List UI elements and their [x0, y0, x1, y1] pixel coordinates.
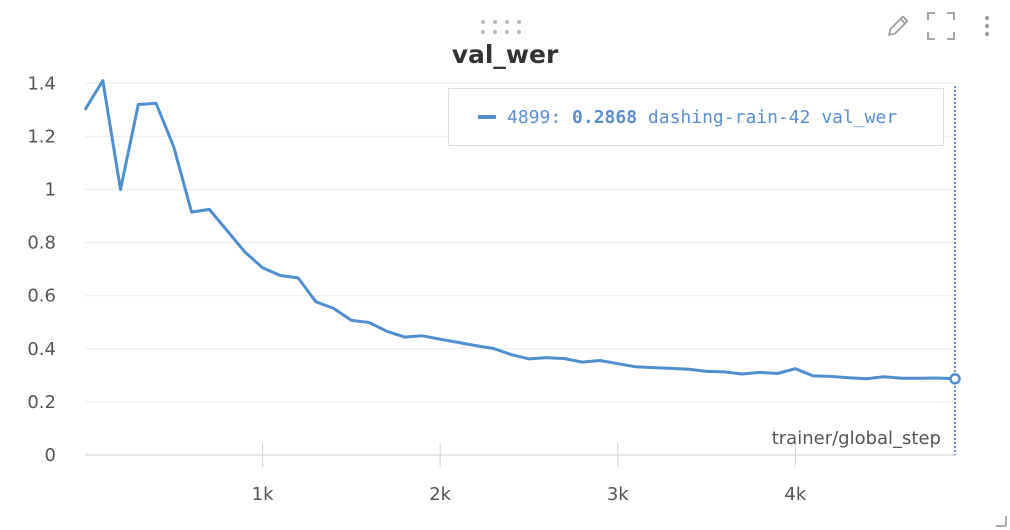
resize-corner-icon[interactable]: [994, 514, 1008, 528]
legend-tooltip: 4899: 0.2868 dashing-rain-42 val_wer: [448, 88, 944, 146]
pencil-icon[interactable]: [884, 12, 912, 40]
y-tick-label: 1: [45, 179, 56, 200]
y-tick-label: 1.2: [27, 126, 56, 147]
legend-swatch: [478, 115, 496, 119]
chart-title: val_wer: [451, 40, 559, 69]
legend-metric: val_wer: [821, 107, 898, 128]
y-tick-label: 0.4: [27, 339, 56, 360]
x-tick-label: 3k: [607, 484, 629, 505]
drag-handle-icon[interactable]: [479, 18, 529, 34]
legend-run-name: dashing-rain-42: [647, 107, 811, 128]
legend-text: 4899: 0.2868 dashing-rain-42 val_wer: [507, 107, 897, 128]
hover-point: [949, 373, 961, 385]
x-tick-label: 2k: [429, 484, 451, 505]
y-tick-label: 0.8: [27, 233, 56, 254]
x-axis-label: trainer/global_step: [772, 428, 941, 449]
x-tick-label: 4k: [784, 484, 806, 505]
x-tick-label: 1k: [252, 484, 274, 505]
y-tick-label: 0: [45, 445, 56, 466]
legend-step: 4899:: [507, 107, 562, 128]
legend-value: 0.2868: [572, 107, 638, 128]
y-tick-label: 1.4: [27, 73, 56, 94]
more-vertical-icon[interactable]: [980, 14, 994, 38]
fullscreen-icon[interactable]: [926, 11, 956, 41]
y-tick-label: 0.6: [27, 286, 56, 307]
series-line[interactable]: [83, 79, 956, 381]
y-tick-label: 0.2: [27, 392, 56, 413]
